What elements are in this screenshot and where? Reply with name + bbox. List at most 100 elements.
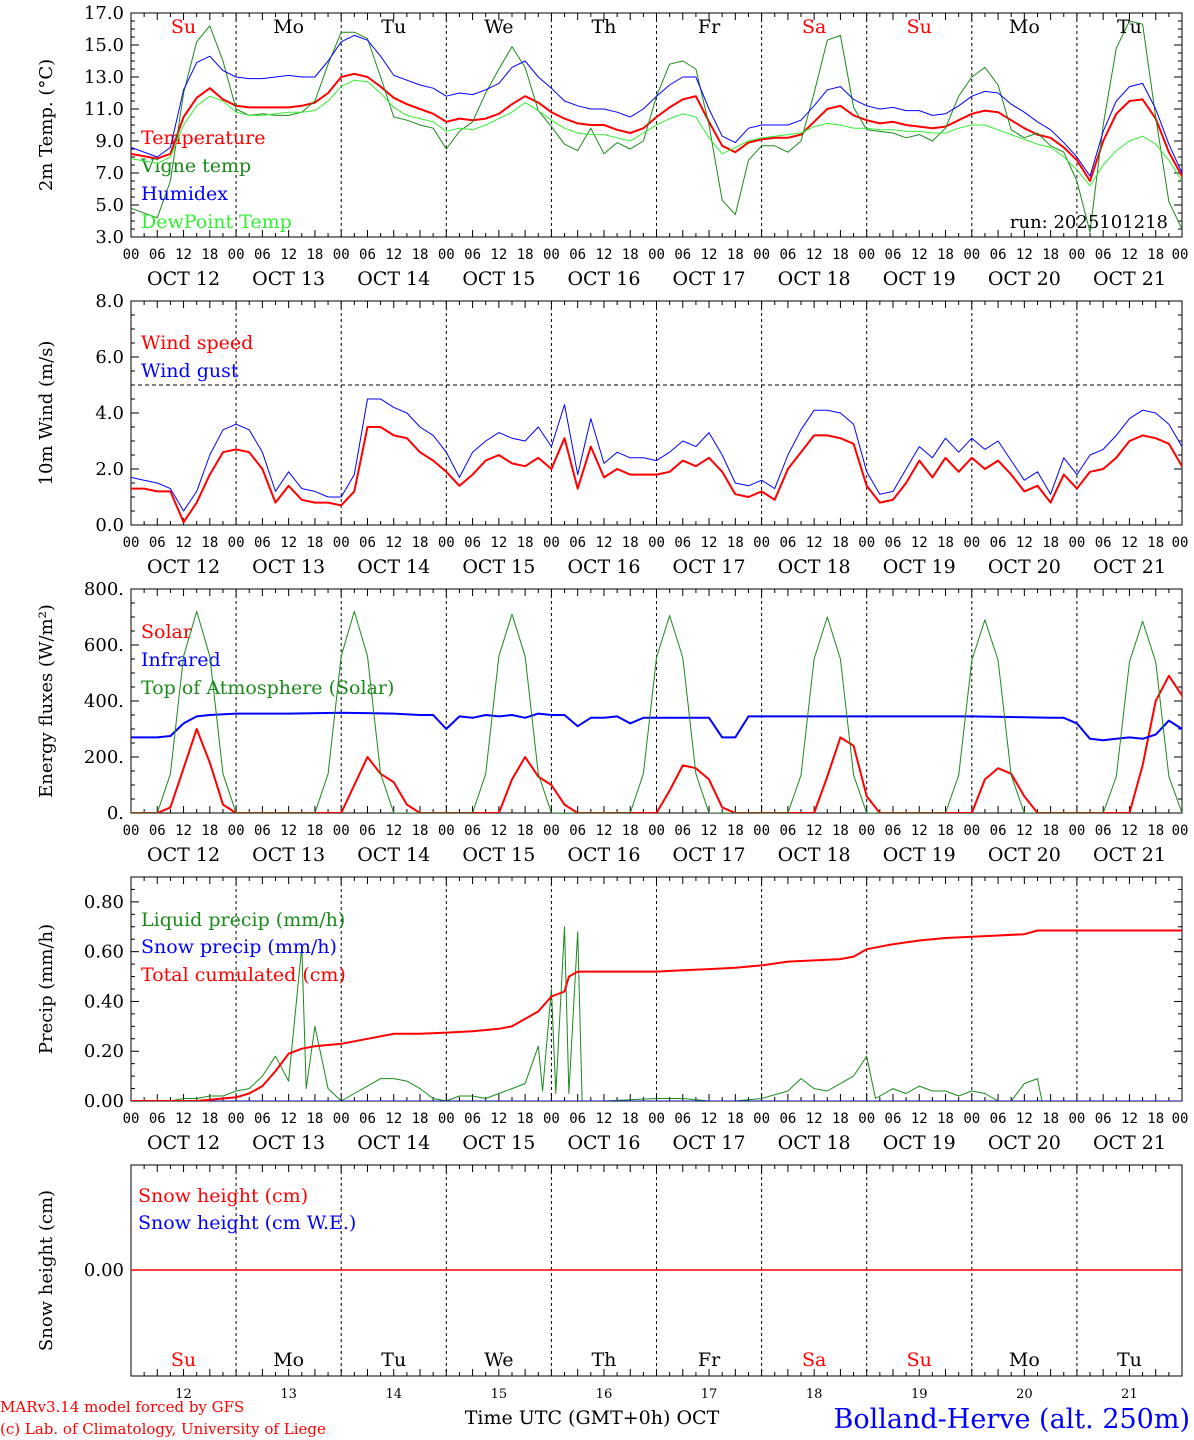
y-tick-label: 2.0: [95, 459, 124, 480]
hour-tick-label: 00: [333, 1111, 350, 1127]
hour-tick-label: 06: [149, 535, 166, 551]
hour-tick-label: 12: [280, 823, 297, 839]
y-tick-label: 0.: [107, 803, 124, 824]
hour-tick-label: 12: [1016, 247, 1033, 263]
y-tick-label: 600.: [84, 635, 124, 656]
hour-tick-label: 12: [490, 1111, 507, 1127]
hour-tick-label: 06: [1095, 247, 1112, 263]
day-number-label: 21: [1121, 1387, 1138, 1402]
legend-entry: Humidex: [141, 183, 228, 205]
run-annotation: run: 2025101218: [1010, 212, 1168, 233]
date-label: OCT 18: [778, 556, 851, 578]
hour-tick-label: 00: [753, 535, 770, 551]
date-label: OCT 15: [462, 1132, 535, 1154]
y-tick-label: 17.0: [84, 3, 124, 24]
y-tick-label: 0.00: [84, 1260, 124, 1281]
legend-entry: Total cumulated (cm): [141, 964, 346, 986]
time-axis-label: Time UTC (GMT+0h) OCT: [465, 1407, 720, 1429]
weekday-label: Mo: [273, 16, 304, 38]
date-label: OCT 16: [567, 1132, 640, 1154]
hour-tick-label: 00: [963, 1111, 980, 1127]
weekday-label: Th: [591, 1349, 616, 1371]
weekday-label: Th: [591, 16, 616, 38]
hour-tick-label: 06: [674, 823, 691, 839]
hour-tick-label: 00: [1068, 1111, 1085, 1127]
date-label: OCT 14: [357, 268, 430, 290]
date-label: OCT 20: [988, 268, 1061, 290]
weekday-label: Tu: [381, 16, 406, 38]
hour-tick-label: 06: [149, 247, 166, 263]
y-tick-label: 8.0: [95, 291, 124, 312]
hour-tick-label: 12: [701, 1111, 718, 1127]
hour-tick-label: 06: [674, 535, 691, 551]
weekday-label: Sa: [802, 1349, 826, 1371]
hour-tick-label: 06: [569, 823, 586, 839]
hour-tick-label: 18: [412, 247, 429, 263]
weekday-label: Tu: [1117, 1349, 1142, 1371]
hour-tick-label: 06: [569, 535, 586, 551]
date-label: OCT 21: [1093, 268, 1166, 290]
legend-entry: Wind speed: [141, 332, 253, 354]
legend-entry: Liquid precip (mm/h): [141, 909, 345, 931]
hour-tick-label: 06: [674, 247, 691, 263]
hour-tick-label: 00: [123, 247, 140, 263]
y-axis-label: Precip (mm/h): [36, 924, 57, 1054]
hour-tick-label: 12: [1121, 535, 1138, 551]
hour-tick-label: 06: [1095, 535, 1112, 551]
date-label: OCT 18: [778, 268, 851, 290]
weekday-label: We: [484, 16, 513, 38]
hour-tick-label: 00: [333, 535, 350, 551]
hour-tick-label: 12: [806, 1111, 823, 1127]
series-line-dewpoint-temp: [131, 79, 1182, 187]
series-line-wind-speed: [131, 426, 1182, 524]
date-label: OCT 13: [252, 844, 325, 866]
date-label: OCT 14: [357, 556, 430, 578]
hour-tick-label: 00: [1068, 247, 1085, 263]
hour-tick-label: 06: [569, 1111, 586, 1127]
date-label: OCT 17: [673, 1132, 746, 1154]
hour-tick-label: 00: [228, 535, 245, 551]
date-label: OCT 20: [988, 844, 1061, 866]
hour-tick-label: 12: [1016, 1111, 1033, 1127]
hour-tick-label: 00: [543, 1111, 560, 1127]
hour-tick-label: 06: [149, 1111, 166, 1127]
hour-tick-label: 00: [228, 1111, 245, 1127]
series-line-liquid-precip-mm-h-: [131, 926, 1182, 1101]
weekday-label: Su: [171, 16, 196, 38]
hour-tick-label: 12: [175, 823, 192, 839]
series-line-vigne-temp: [131, 20, 1182, 233]
hour-tick-label: 00: [1172, 535, 1189, 551]
y-axis-label: 10m Wind (m/s): [36, 341, 57, 486]
hour-tick-label: 00: [123, 823, 140, 839]
legend-entry: Snow height (cm): [138, 1185, 308, 1207]
hour-tick-label: 00: [333, 247, 350, 263]
series-line-total-cumulated-cm-: [131, 929, 1182, 1101]
hour-tick-label: 12: [806, 535, 823, 551]
hour-tick-label: 00: [648, 1111, 665, 1127]
date-label: OCT 16: [567, 844, 640, 866]
legend-entry: Vigne temp: [140, 155, 251, 177]
hour-tick-label: 18: [517, 247, 534, 263]
date-label: OCT 12: [147, 556, 220, 578]
series-line-top-of-atmosphere-solar-: [131, 610, 1182, 813]
hour-tick-label: 18: [622, 247, 639, 263]
date-label: OCT 15: [462, 556, 535, 578]
legend-entry: Temperature: [141, 127, 265, 149]
hour-tick-label: 12: [1121, 247, 1138, 263]
hour-tick-label: 12: [806, 823, 823, 839]
y-tick-label: 9.0: [95, 131, 124, 152]
hour-tick-label: 06: [674, 1111, 691, 1127]
y-tick-label: 3.0: [95, 227, 124, 248]
hour-tick-label: 18: [832, 823, 849, 839]
hour-tick-label: 00: [1172, 1111, 1189, 1127]
hour-tick-label: 12: [911, 1111, 928, 1127]
y-tick-label: 5.0: [95, 195, 124, 216]
y-tick-label: 0.60: [84, 942, 124, 963]
hour-tick-label: 12: [806, 247, 823, 263]
hour-tick-label: 18: [832, 535, 849, 551]
hour-tick-label: 12: [1016, 535, 1033, 551]
hour-tick-label: 06: [990, 1111, 1007, 1127]
hour-tick-label: 06: [359, 247, 376, 263]
